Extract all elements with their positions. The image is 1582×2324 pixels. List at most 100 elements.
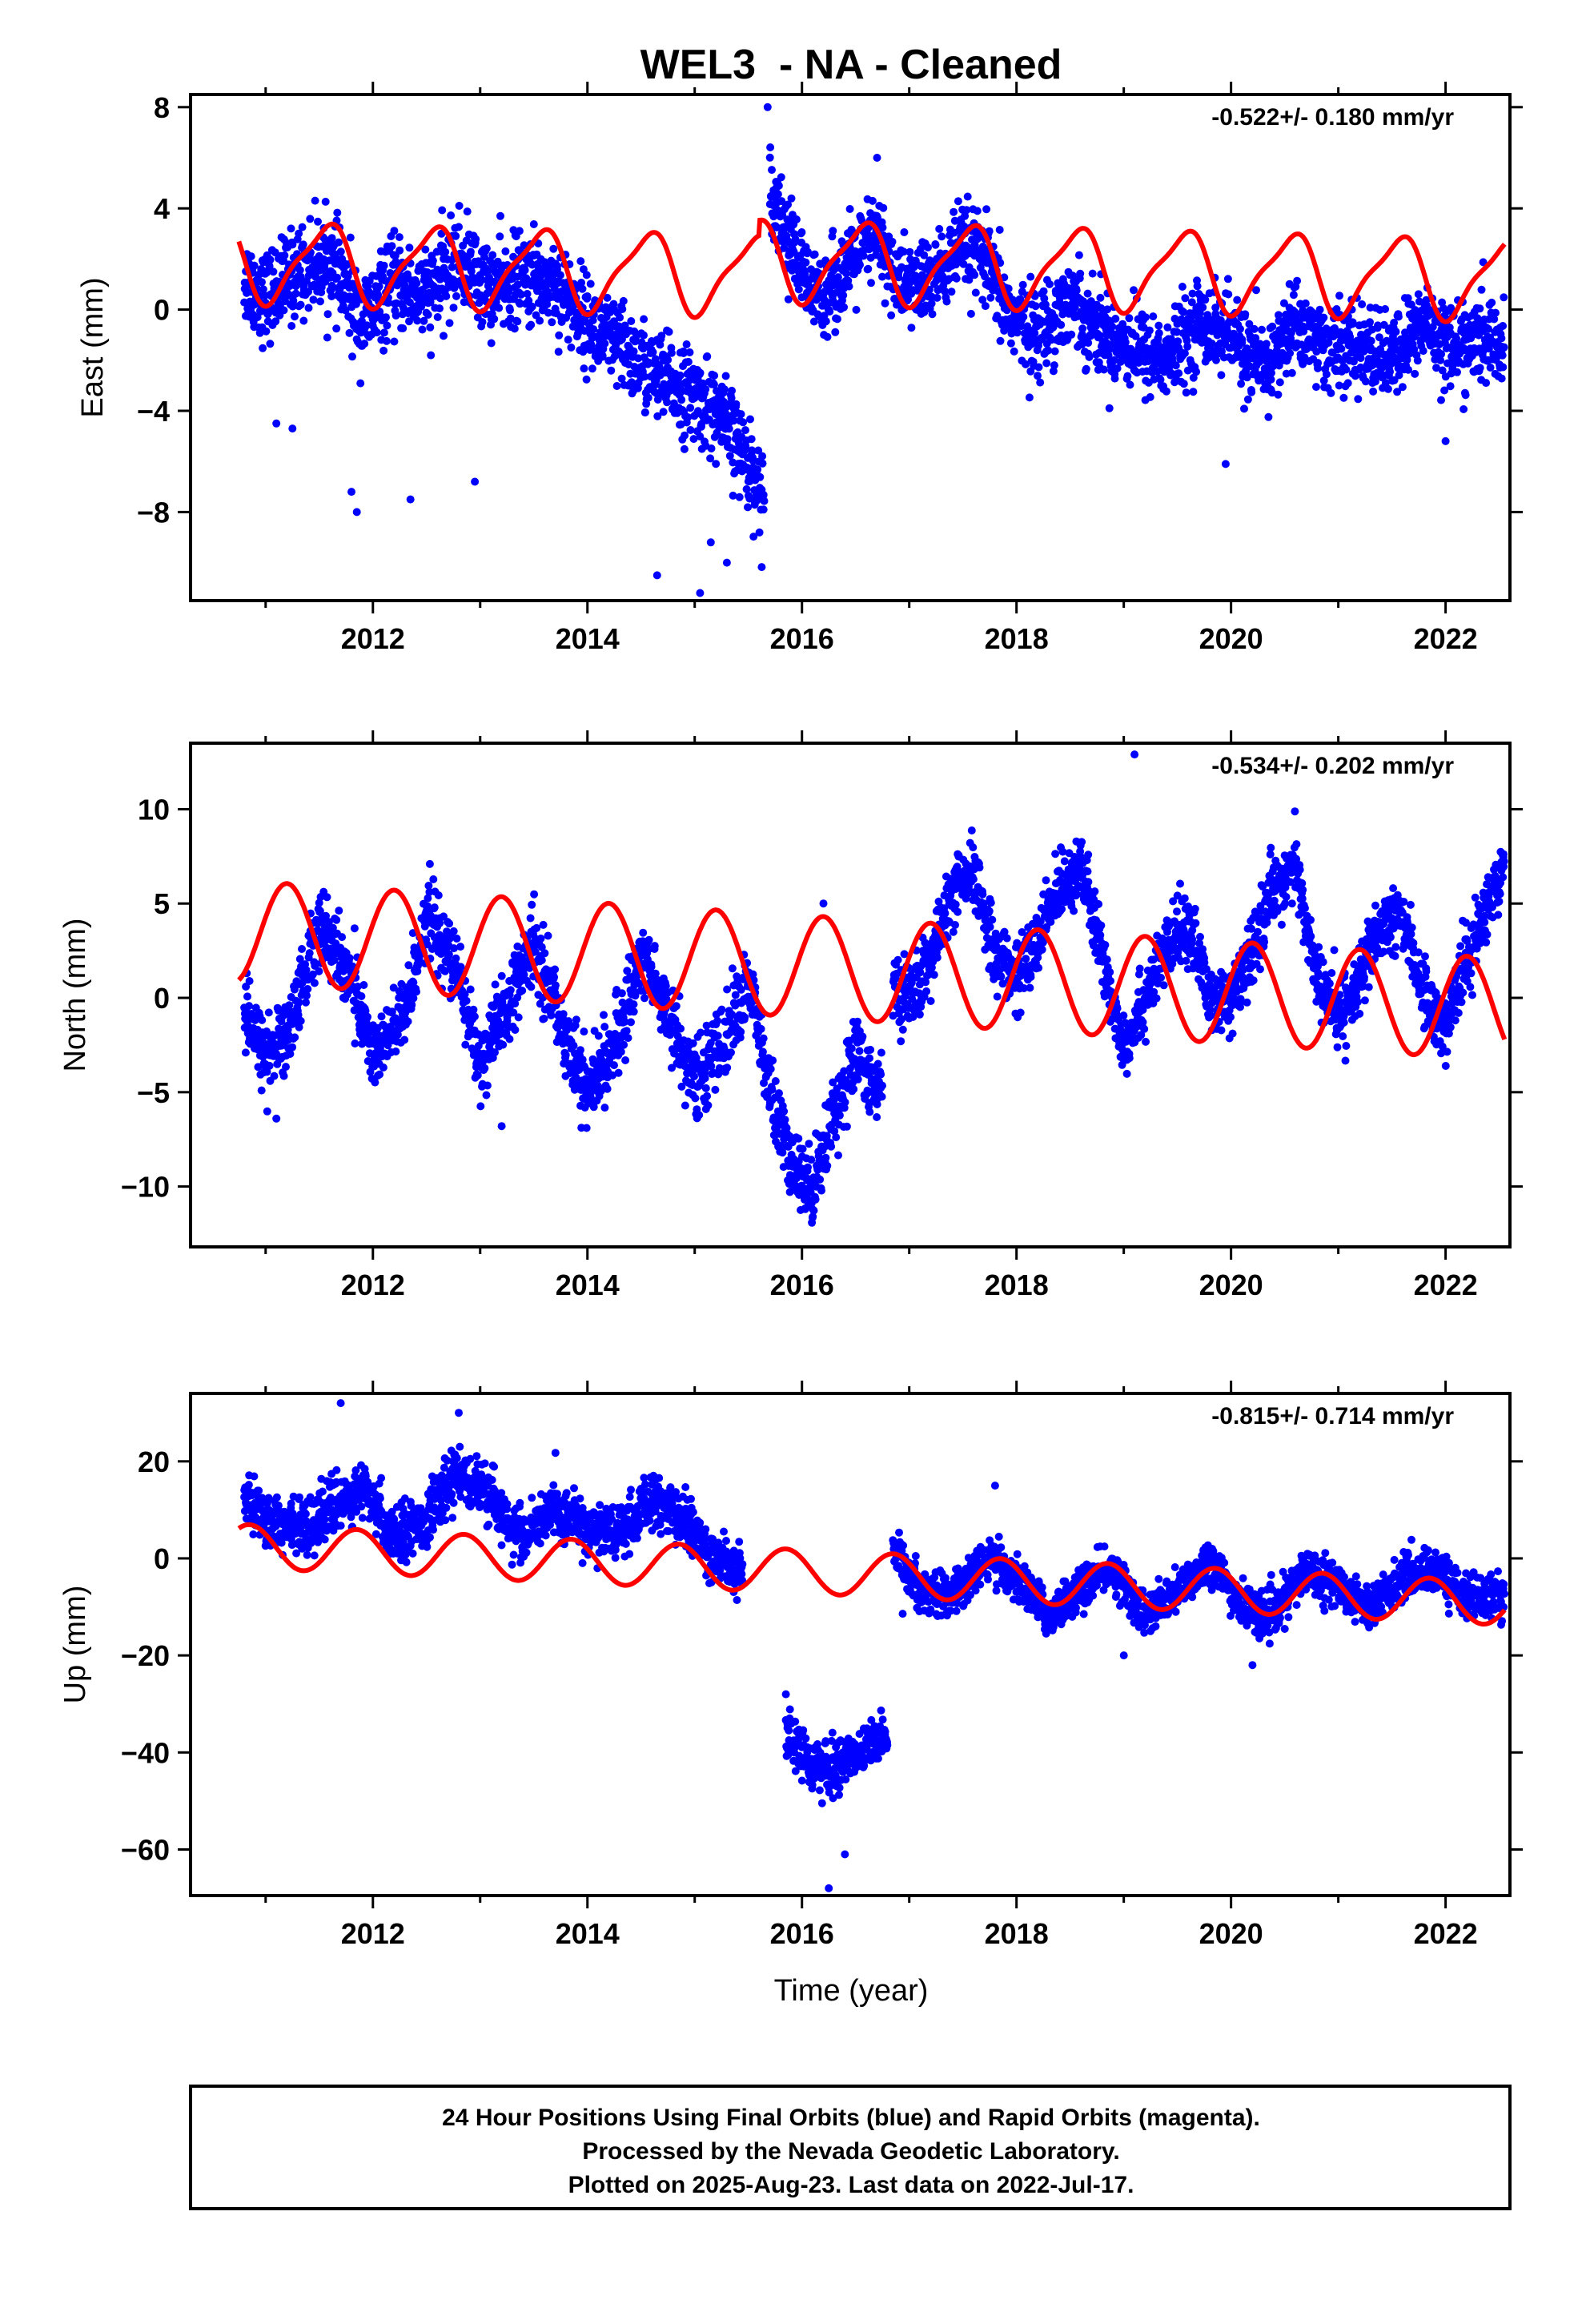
north-data-point bbox=[723, 985, 732, 994]
north-data-point bbox=[691, 1094, 700, 1103]
north-data-point bbox=[296, 1016, 305, 1025]
north-data-point bbox=[537, 956, 546, 964]
east-data-point bbox=[760, 497, 769, 505]
east-data-point bbox=[995, 226, 1004, 234]
east-data-point bbox=[1078, 340, 1086, 349]
north-data-point bbox=[483, 1081, 492, 1090]
east-data-points bbox=[240, 103, 1508, 597]
north-data-point bbox=[536, 935, 545, 943]
east-data-point bbox=[1286, 349, 1295, 357]
east-data-point bbox=[978, 296, 987, 304]
east-data-point bbox=[379, 261, 388, 270]
east-data-point bbox=[493, 257, 502, 266]
east-data-point bbox=[1237, 380, 1246, 388]
chart-title: WEL3 - NA - Cleaned bbox=[640, 42, 1062, 88]
east-y-tick-label: 4 bbox=[154, 192, 170, 225]
east-data-point bbox=[347, 488, 355, 497]
north-data-point bbox=[338, 933, 347, 942]
north-data-point bbox=[677, 1024, 685, 1033]
east-data-point bbox=[709, 380, 718, 388]
east-data-point bbox=[1221, 460, 1230, 468]
east-data-point bbox=[1264, 412, 1273, 421]
east-data-point bbox=[829, 227, 837, 235]
north-data-point bbox=[298, 945, 306, 953]
east-data-point bbox=[1414, 290, 1423, 299]
north-data-point bbox=[379, 1063, 387, 1072]
east-data-point bbox=[280, 251, 289, 259]
east-data-point bbox=[1243, 395, 1252, 404]
east-data-point bbox=[1315, 305, 1324, 314]
east-data-point bbox=[1279, 299, 1288, 308]
east-data-point bbox=[455, 223, 463, 231]
east-data-point bbox=[490, 315, 499, 324]
east-data-point bbox=[723, 435, 732, 444]
east-data-point bbox=[1224, 290, 1233, 299]
north-data-point bbox=[456, 943, 465, 951]
north-data-point bbox=[315, 967, 323, 975]
east-data-point bbox=[684, 357, 693, 366]
east-data-point bbox=[513, 280, 522, 289]
east-data-point bbox=[382, 336, 391, 345]
north-data-point bbox=[624, 1034, 632, 1043]
east-data-point bbox=[845, 282, 853, 291]
east-data-point bbox=[1178, 283, 1186, 291]
east-data-point bbox=[784, 295, 793, 304]
east-data-point bbox=[258, 278, 266, 287]
east-data-point bbox=[556, 271, 564, 279]
east-data-point bbox=[1110, 356, 1118, 364]
east-data-point bbox=[677, 396, 686, 404]
east-data-point bbox=[825, 308, 834, 316]
east-data-point bbox=[996, 336, 1005, 345]
east-data-point bbox=[727, 394, 736, 402]
north-data-point bbox=[505, 1035, 514, 1043]
east-data-point bbox=[973, 207, 982, 215]
east-data-point bbox=[689, 435, 698, 444]
east-data-point bbox=[1339, 393, 1348, 402]
north-data-point bbox=[363, 1012, 371, 1021]
east-data-point bbox=[298, 223, 307, 231]
east-data-point bbox=[496, 211, 504, 220]
east-data-point bbox=[759, 505, 768, 514]
east-data-point bbox=[288, 302, 297, 311]
north-data-point bbox=[576, 1046, 584, 1055]
east-data-point bbox=[907, 324, 916, 332]
east-data-point bbox=[703, 352, 712, 360]
east-data-point bbox=[1274, 390, 1283, 399]
east-data-point bbox=[1004, 284, 1013, 293]
east-y-tick-label: −4 bbox=[137, 395, 170, 428]
east-data-point bbox=[1233, 296, 1242, 304]
north-data-point bbox=[690, 1072, 698, 1081]
east-data-point bbox=[1212, 356, 1220, 364]
east-data-point bbox=[753, 465, 762, 474]
east-data-point bbox=[1074, 251, 1083, 259]
east-data-point bbox=[1366, 318, 1374, 327]
east-data-point bbox=[947, 287, 956, 296]
east-data-point bbox=[1207, 340, 1216, 348]
north-data-point bbox=[323, 893, 331, 902]
east-data-point bbox=[612, 382, 621, 390]
east-data-point bbox=[441, 247, 450, 256]
east-data-point bbox=[773, 223, 781, 231]
north-data-point bbox=[350, 924, 359, 933]
east-data-point bbox=[1476, 364, 1484, 372]
north-data-point bbox=[610, 1061, 618, 1070]
east-data-point bbox=[993, 312, 1002, 320]
east-data-point bbox=[1131, 332, 1140, 340]
east-data-point bbox=[1486, 364, 1495, 372]
east-data-point bbox=[1013, 328, 1022, 337]
east-data-point bbox=[1163, 323, 1172, 332]
east-y-tick-label: 8 bbox=[154, 91, 170, 124]
north-data-point bbox=[452, 954, 460, 963]
east-data-point bbox=[432, 247, 441, 256]
east-data-point bbox=[842, 269, 851, 278]
east-data-point bbox=[928, 310, 937, 319]
north-data-point bbox=[717, 1005, 726, 1014]
east-x-tick-label: 2016 bbox=[770, 622, 834, 655]
north-data-point bbox=[265, 1061, 274, 1070]
north-data-point bbox=[527, 983, 536, 991]
north-data-point bbox=[291, 1033, 299, 1042]
north-data-point bbox=[701, 1074, 709, 1083]
east-data-point bbox=[1354, 395, 1363, 404]
east-data-point bbox=[784, 200, 792, 209]
east-data-point bbox=[296, 272, 305, 281]
